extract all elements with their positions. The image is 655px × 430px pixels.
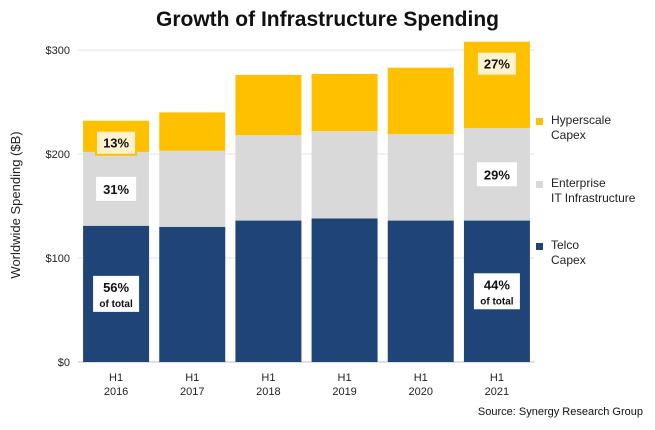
- x-tick-label: H1 2018: [256, 372, 280, 398]
- legend-label: Telco Capex: [551, 238, 586, 267]
- legend-swatch: [536, 118, 543, 125]
- legend-label: Hyperscale Capex: [551, 113, 611, 142]
- data-label-text: 29%: [484, 167, 510, 182]
- data-label: 13%: [95, 129, 138, 156]
- x-tick-label: H1 2019: [332, 372, 356, 398]
- data-label-box: [93, 275, 140, 312]
- data-label-text: 31%: [103, 182, 129, 197]
- bar-segment: [159, 150, 226, 227]
- x-tick-label: H1 2020: [409, 372, 433, 398]
- gridlines: [78, 49, 535, 363]
- data-label: 44% of total: [473, 273, 520, 310]
- legend-swatch: [536, 181, 543, 188]
- data-label-box: [475, 50, 518, 77]
- legend: Telco Capex Enterprise IT Infrastructure Hyp…: [536, 113, 636, 267]
- y-axis-tick-labels: $0 $100 $200 $300: [46, 45, 70, 369]
- data-label-subtext: of total: [99, 299, 133, 310]
- data-label: 56% of total: [93, 275, 140, 312]
- y-tick-label: $300: [46, 45, 70, 57]
- bar-segment: [159, 226, 226, 362]
- bar-segment: [235, 74, 302, 136]
- source-note: Source: Synergy Research Group: [477, 406, 643, 418]
- data-label-subtext: of total: [480, 296, 514, 307]
- y-axis-label: Worldwide Spending ($B): [8, 131, 23, 278]
- bar-segment: [311, 73, 378, 132]
- y-tick-label: $200: [46, 149, 70, 161]
- bar-segment: [311, 131, 378, 219]
- data-label: 27%: [475, 50, 518, 77]
- bar-segment: [159, 112, 226, 151]
- bar-segment: [387, 220, 454, 362]
- x-tick-label: H1 2016: [104, 372, 128, 398]
- chart-title: Growth of Infrastructure Spending: [155, 8, 499, 31]
- legend-swatch: [536, 243, 543, 250]
- data-labels: 56% of total 31% 13% 44% of total 29% 27%: [93, 50, 520, 312]
- data-label-box: [473, 273, 520, 310]
- bar-segment: [387, 134, 454, 221]
- data-label-text: 13%: [103, 136, 129, 151]
- y-tick-label: $100: [46, 253, 70, 265]
- data-label-text: 44%: [484, 277, 510, 292]
- bar-segment: [387, 67, 454, 135]
- x-axis-tick-labels: H1 2016 H1 2017 H1 2018 H1 2019 H1 2020 H1 2021: [104, 372, 509, 398]
- bars: [83, 41, 530, 362]
- data-label-text: 27%: [484, 57, 510, 72]
- data-label-box: [95, 129, 138, 156]
- data-label-text: 56%: [103, 280, 129, 295]
- legend-label: Enterprise IT Infrastructure: [551, 176, 636, 205]
- bar-segment: [235, 135, 302, 221]
- data-label-box: [476, 162, 517, 187]
- data-label-box: [96, 176, 137, 201]
- bar-segment: [311, 218, 378, 362]
- data-label: 31%: [96, 176, 137, 201]
- data-label: 29%: [476, 162, 517, 187]
- x-tick-label: H1 2021: [485, 372, 509, 398]
- x-tick-label: H1 2017: [180, 372, 204, 398]
- bar-segment: [235, 220, 302, 362]
- y-tick-label: $0: [58, 357, 70, 369]
